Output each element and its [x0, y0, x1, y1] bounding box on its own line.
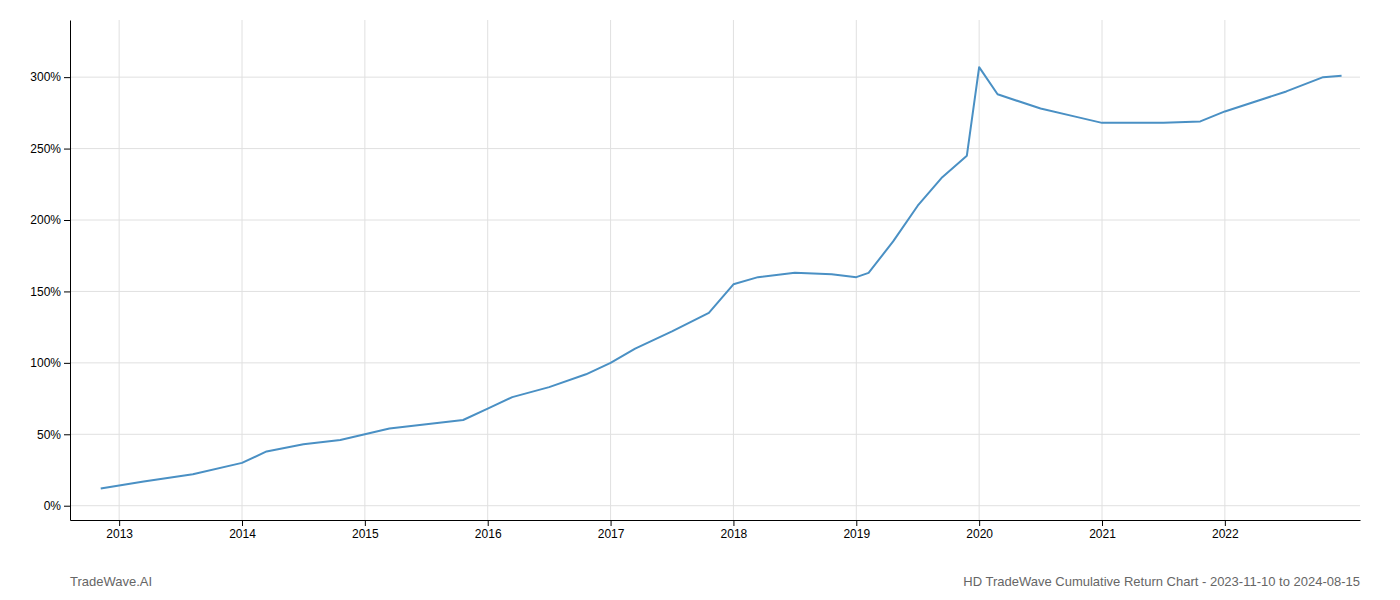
tick-mark [1102, 520, 1103, 526]
tick-label: 2018 [721, 527, 748, 541]
tick: 2021 [1089, 520, 1116, 541]
tick: 250% [30, 142, 70, 156]
grid-line [1102, 20, 1103, 520]
tick-mark [488, 520, 489, 526]
line [101, 67, 1342, 488]
tick: 2015 [352, 520, 379, 541]
grid-line [119, 20, 120, 520]
tick-label: 250% [30, 142, 61, 156]
tick-label: 150% [30, 285, 61, 299]
tick-mark [64, 506, 70, 507]
x-axis: 2013 2014 2015 2016 2017 2018 2019 2020 2021 2022 [71, 520, 1361, 541]
grid-line [733, 20, 734, 520]
y-axis: 0% 50% 100% 150% 200% 250% 300% [30, 21, 70, 521]
tick-mark [979, 520, 980, 526]
grid-line [856, 20, 857, 520]
grid-line [610, 20, 611, 520]
tick-label: 50% [37, 428, 61, 442]
tick-mark [64, 77, 70, 78]
tick-mark [1225, 520, 1226, 526]
tick-mark [64, 363, 70, 364]
tick-label: 2021 [1089, 527, 1116, 541]
tick-mark [733, 520, 734, 526]
grid-line [70, 505, 1360, 506]
tick: 2017 [598, 520, 625, 541]
grid-line [364, 20, 365, 520]
tick-mark [242, 520, 243, 526]
tick-mark [64, 291, 70, 292]
tick: 200% [30, 213, 70, 227]
tick: 2022 [1212, 520, 1239, 541]
tick: 2016 [475, 520, 502, 541]
tick: 0% [44, 499, 70, 513]
tick: 2019 [843, 520, 870, 541]
tick-label: 2019 [843, 527, 870, 541]
tick-mark [64, 220, 70, 221]
grid-line [70, 220, 1360, 221]
tick-mark [856, 520, 857, 526]
tick-label: 100% [30, 356, 61, 370]
grid-line [1224, 20, 1225, 520]
tick: 2014 [229, 520, 256, 541]
tick: 300% [30, 70, 70, 84]
axis-line [70, 21, 71, 521]
grid-line [70, 77, 1360, 78]
tick-mark [64, 434, 70, 435]
tick: 2020 [966, 520, 993, 541]
tick-label: 200% [30, 213, 61, 227]
tick-mark [64, 149, 70, 150]
tick-label: 2022 [1212, 527, 1239, 541]
tick: 100% [30, 356, 70, 370]
marks [101, 67, 1342, 488]
tick-label: 2016 [475, 527, 502, 541]
tick-mark [119, 520, 120, 526]
grid-line [70, 148, 1360, 149]
grid-line [979, 20, 980, 520]
tick-label: 2015 [352, 527, 379, 541]
tick-label: 2014 [229, 527, 256, 541]
tick-mark [611, 520, 612, 526]
plot-area: 2013 2014 2015 2016 2017 2018 2019 2020 2021 2022… [30, 20, 1360, 541]
tick-mark [365, 520, 366, 526]
tick-label: 2013 [106, 527, 133, 541]
tick: 50% [37, 428, 70, 442]
tick: 2018 [721, 520, 748, 541]
watermark: TradeWave.AI [70, 574, 152, 589]
grid-line [70, 291, 1360, 292]
tick-label: 300% [30, 70, 61, 84]
grid-line [242, 20, 243, 520]
axis-line [71, 520, 1361, 521]
chart: 2013 2014 2015 2016 2017 2018 2019 2020 2021 2022… [0, 0, 1400, 600]
grid-line [487, 20, 488, 520]
grid-line [70, 362, 1360, 363]
tick: 150% [30, 285, 70, 299]
grid [70, 20, 1360, 520]
tick-label: 2017 [598, 527, 625, 541]
title: HD TradeWave Cumulative Return Chart - 2… [963, 574, 1360, 589]
tick: 2013 [106, 520, 133, 541]
tick-label: 2020 [966, 527, 993, 541]
grid-line [70, 434, 1360, 435]
tick-label: 0% [44, 499, 62, 513]
